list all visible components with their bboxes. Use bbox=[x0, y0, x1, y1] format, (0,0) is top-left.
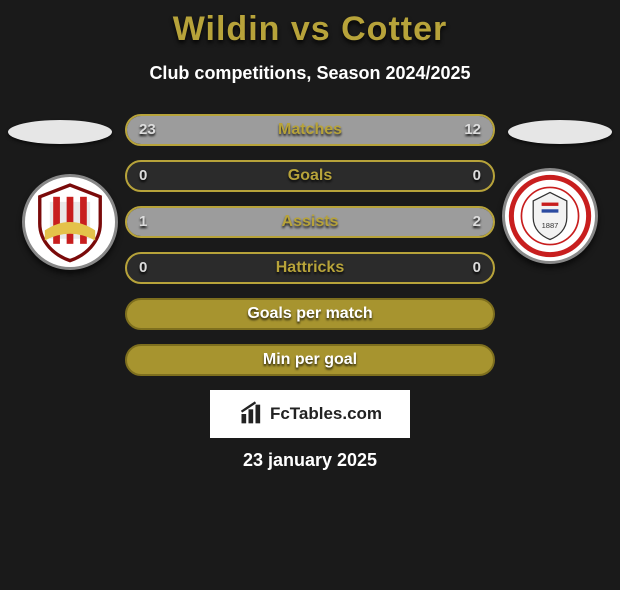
brand-text: FcTables.com bbox=[270, 404, 382, 424]
club-badge-right: 1887 bbox=[502, 168, 598, 264]
stat-row: 12Assists bbox=[125, 206, 495, 238]
stat-label: Matches bbox=[127, 116, 493, 144]
stats-bars: 2312Matches 00Goals 12Assists 00Hattricks Go… bbox=[125, 114, 495, 376]
stat-row: 2312Matches bbox=[125, 114, 495, 146]
stat-label: Min per goal bbox=[127, 346, 493, 374]
stat-row: Min per goal bbox=[125, 344, 495, 376]
subtitle: Club competitions, Season 2024/2025 bbox=[0, 63, 620, 84]
stat-row: 00Goals bbox=[125, 160, 495, 192]
club-badge-left bbox=[22, 174, 118, 270]
shield-icon bbox=[28, 180, 112, 264]
stat-row: 00Hattricks bbox=[125, 252, 495, 284]
svg-text:1887: 1887 bbox=[542, 221, 559, 230]
stat-label: Assists bbox=[127, 208, 493, 236]
chart-icon bbox=[238, 400, 266, 428]
stat-label: Goals per match bbox=[127, 300, 493, 328]
player-left-platform bbox=[8, 120, 112, 144]
player-right-platform bbox=[508, 120, 612, 144]
brand-badge: FcTables.com bbox=[210, 390, 410, 438]
date-text: 23 january 2025 bbox=[0, 450, 620, 471]
comparison-area: 1887 2312Matches 00Goals 12Assists 00Hattri… bbox=[0, 114, 620, 376]
stat-label: Goals bbox=[127, 162, 493, 190]
stat-label: Hattricks bbox=[127, 254, 493, 282]
shield-icon: 1887 bbox=[508, 174, 592, 258]
page-title: Wildin vs Cotter bbox=[0, 10, 620, 49]
stat-row: Goals per match bbox=[125, 298, 495, 330]
